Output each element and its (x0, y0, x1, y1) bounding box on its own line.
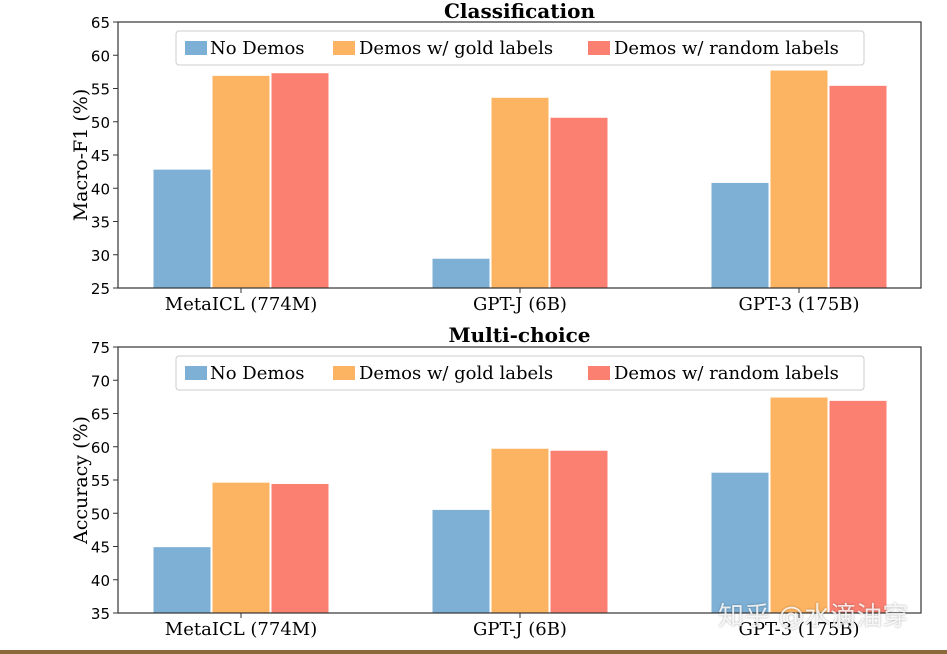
y-tick-label: 55 (91, 472, 110, 490)
y-axis-label: Accuracy (%) (70, 416, 92, 545)
y-tick-label: 65 (91, 406, 110, 424)
y-tick-label: 35 (91, 605, 110, 623)
y-tick-label: 60 (91, 439, 110, 457)
bar-gold-labels (770, 70, 828, 288)
legend-label: Demos w/ random labels (614, 363, 839, 384)
legend-swatch-no-demos (185, 41, 207, 55)
legend-swatch-random-labels (588, 41, 610, 55)
legend-swatch-no-demos (185, 366, 207, 380)
bar-random-labels (550, 450, 608, 613)
y-tick-label: 50 (91, 505, 110, 523)
x-tick-label: GPT-3 (175B) (738, 619, 859, 640)
bar-gold-labels (212, 482, 270, 613)
bar-random-labels (271, 73, 329, 288)
legend-label: No Demos (210, 38, 305, 59)
bar-no-demos (153, 547, 211, 613)
y-tick-label: 45 (91, 147, 110, 165)
legend-label: Demos w/ gold labels (359, 38, 553, 59)
bar-random-labels (271, 483, 329, 613)
x-tick-label: MetaICL (774M) (165, 619, 317, 640)
chart-title: Multi-choice (449, 323, 591, 347)
bar-gold-labels (491, 448, 549, 613)
y-tick-label: 25 (91, 280, 110, 298)
chart-title: Classification (444, 0, 595, 23)
legend-label: Demos w/ random labels (614, 38, 839, 59)
y-tick-label: 45 (91, 539, 110, 557)
legend-box (175, 30, 865, 66)
x-tick-label: GPT-3 (175B) (738, 294, 859, 315)
bottom-border (0, 650, 947, 654)
y-tick-label: 75 (91, 339, 110, 357)
y-tick-label: 40 (91, 572, 110, 590)
y-tick-label: 40 (91, 180, 110, 198)
legend-swatch-random-labels (588, 366, 610, 380)
bar-no-demos (711, 182, 769, 288)
legend-label: No Demos (210, 363, 305, 384)
legend-box (175, 355, 865, 391)
bar-no-demos (432, 258, 490, 288)
bar-no-demos (432, 509, 490, 613)
y-tick-label: 35 (91, 214, 110, 232)
bar-gold-labels (212, 75, 270, 289)
bar-random-labels (829, 85, 887, 288)
bar-random-labels (550, 117, 608, 288)
y-tick-label: 60 (91, 47, 110, 65)
legend-swatch-gold-labels (333, 366, 355, 380)
bar-gold-labels (770, 397, 828, 613)
y-tick-label: 50 (91, 114, 110, 132)
bar-gold-labels (491, 97, 549, 288)
bar-random-labels (829, 400, 887, 613)
legend-label: Demos w/ gold labels (359, 363, 553, 384)
x-tick-label: GPT-J (6B) (473, 619, 567, 640)
bar-no-demos (153, 169, 211, 288)
y-tick-label: 55 (91, 81, 110, 99)
watermark: 知乎 @水滴油穿 (718, 602, 909, 632)
x-tick-label: GPT-J (6B) (473, 294, 567, 315)
y-tick-label: 65 (91, 14, 110, 32)
y-tick-label: 30 (91, 247, 110, 265)
y-axis-label: Macro-F1 (%) (70, 89, 92, 222)
x-tick-label: MetaICL (774M) (165, 294, 317, 315)
bar-no-demos (711, 472, 769, 613)
y-tick-label: 70 (91, 372, 110, 390)
legend-swatch-gold-labels (333, 41, 355, 55)
